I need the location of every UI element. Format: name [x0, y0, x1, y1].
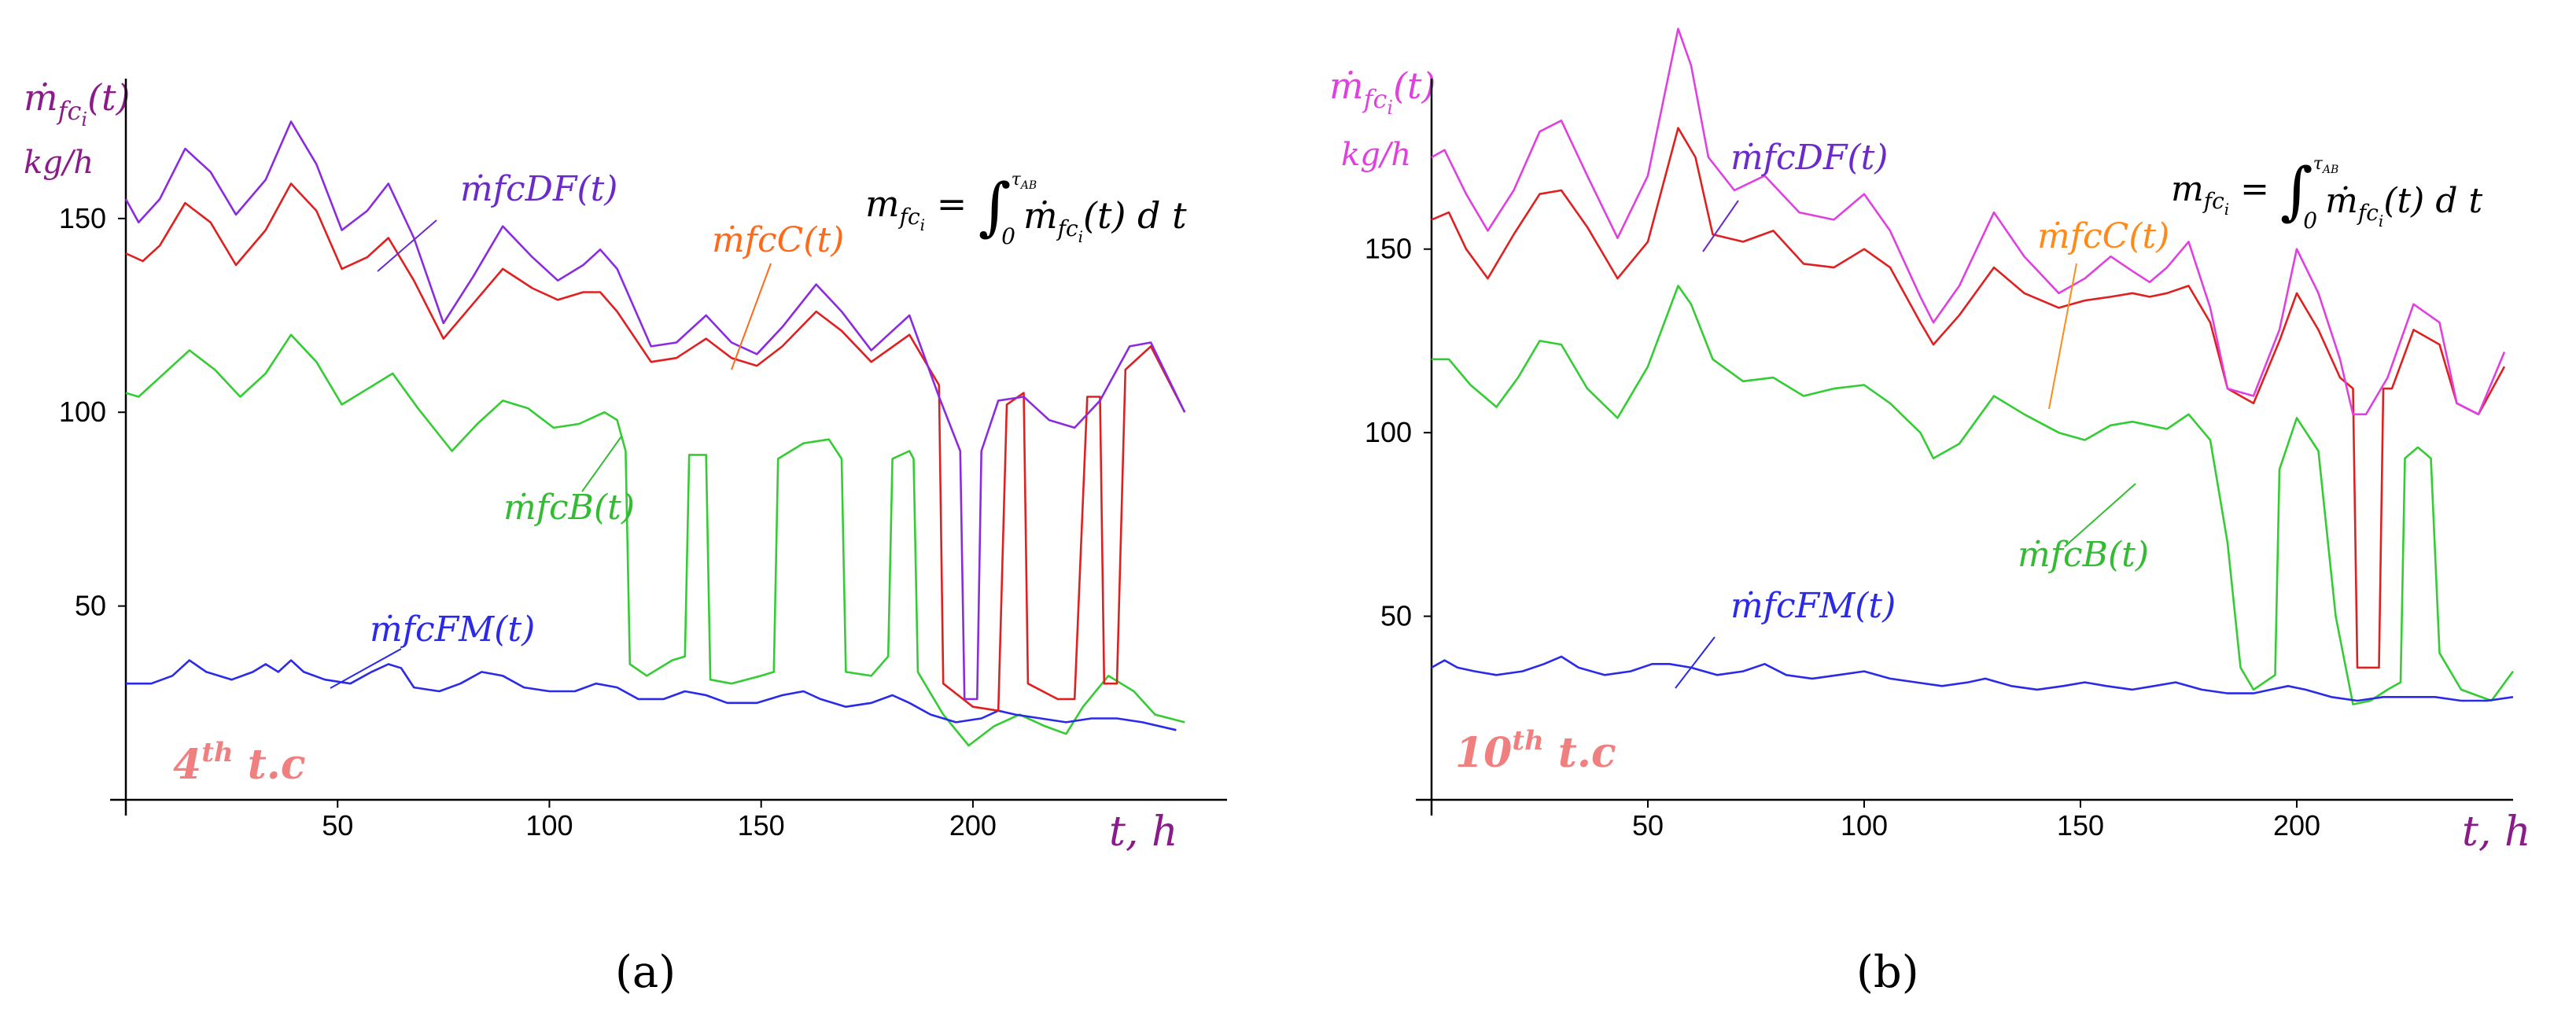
- panel-b: ṁfci(t) kg/h 50 100 150 200 50 100 150 t, h 10…: [1329, 28, 2530, 998]
- x-tick-label: 200: [949, 809, 997, 841]
- annotations: ṁfcDF(t) ṁfcC(t) ṁfcB(t) ṁfcFM(t): [330, 169, 844, 689]
- annotation-label: ṁfcDF(t): [460, 169, 617, 209]
- annotation-label: ṁfcFM(t): [1730, 586, 1896, 626]
- series-line-0: [124, 120, 1186, 701]
- annotation-label: ṁfcDF(t): [1730, 138, 1888, 178]
- annotation-label: ṁfcFM(t): [370, 609, 535, 650]
- series-line-2: [125, 333, 1185, 747]
- series-group: [124, 120, 1186, 747]
- series-line-1: [125, 182, 1186, 712]
- series-group: [1431, 28, 2515, 705]
- y-tick-label: 100: [59, 396, 106, 428]
- annotation-leader: [1675, 636, 1715, 689]
- panel-a: ṁfci(t) kg/h 50 100 150 200 50 100 150 t, h 4t…: [24, 76, 1227, 998]
- annotation-label: ṁfcC(t): [712, 220, 844, 260]
- series-line-0: [1431, 28, 2506, 416]
- y-tick-label: 150: [1365, 233, 1412, 265]
- x-tick-label: 50: [322, 809, 353, 841]
- x-tick-label: 50: [1632, 809, 1664, 841]
- formula: mfci = ∫τAB 0 ṁfci(t) d t: [865, 170, 1187, 249]
- x-axis-label: t, h: [1109, 808, 1177, 856]
- annotation-leader: [731, 263, 772, 370]
- x-tick-label: 100: [1841, 809, 1888, 841]
- x-tick-label: 150: [2057, 809, 2104, 841]
- series-line-3: [1431, 655, 2514, 702]
- ticks: 50 100 150 200 50 100 150: [1365, 233, 2320, 841]
- series-line-2: [1432, 285, 2515, 705]
- y-axis-label: ṁfci(t) kg/h: [1329, 64, 1435, 173]
- x-axis-label: t, h: [2462, 808, 2530, 856]
- y-tick-label: 50: [1380, 600, 1412, 632]
- cycle-label: 10th t.c: [1455, 725, 1616, 777]
- panel-caption: (a): [615, 947, 676, 998]
- annotation-label: ṁfcB(t): [2018, 535, 2149, 575]
- series-line-1: [1431, 127, 2506, 669]
- annotation-leader: [2048, 263, 2077, 410]
- annotation-label: ṁfcB(t): [503, 488, 635, 528]
- y-axis-symbol: ṁfci(t): [24, 76, 130, 131]
- y-axis-unit: kg/h: [1341, 137, 1411, 173]
- formula: mfci = ∫τAB 0 ṁfci(t) d t: [2171, 154, 2482, 234]
- x-tick-label: 100: [525, 809, 573, 841]
- annotation-label: ṁfcC(t): [2037, 216, 2169, 256]
- x-tick-label: 150: [738, 809, 785, 841]
- annotation-leader: [377, 219, 437, 272]
- annotation-leader: [1702, 200, 1739, 252]
- cycle-label: 4th t.c: [173, 737, 306, 789]
- annotation-leader: [581, 436, 622, 492]
- y-axis-label: ṁfci(t) kg/h: [24, 76, 130, 181]
- axes: [1416, 79, 2513, 816]
- series-line-3: [126, 659, 1177, 731]
- y-tick-label: 150: [59, 202, 106, 234]
- x-tick-label: 200: [2273, 809, 2320, 841]
- y-tick-label: 100: [1365, 416, 1412, 448]
- y-axis-symbol: ṁfci(t): [1329, 64, 1435, 119]
- y-tick-label: 50: [75, 590, 106, 622]
- panel-caption: (b): [1856, 947, 1919, 998]
- y-axis-unit: kg/h: [24, 145, 94, 181]
- annotation-leader: [2064, 483, 2136, 547]
- annotations: ṁfcDF(t) ṁfcC(t) ṁfcB(t) ṁfcFM(t): [1675, 138, 2169, 689]
- annotation-leader: [330, 648, 402, 689]
- axes: [110, 79, 1227, 816]
- ticks: 50 100 150 200 50 100 150: [59, 202, 997, 841]
